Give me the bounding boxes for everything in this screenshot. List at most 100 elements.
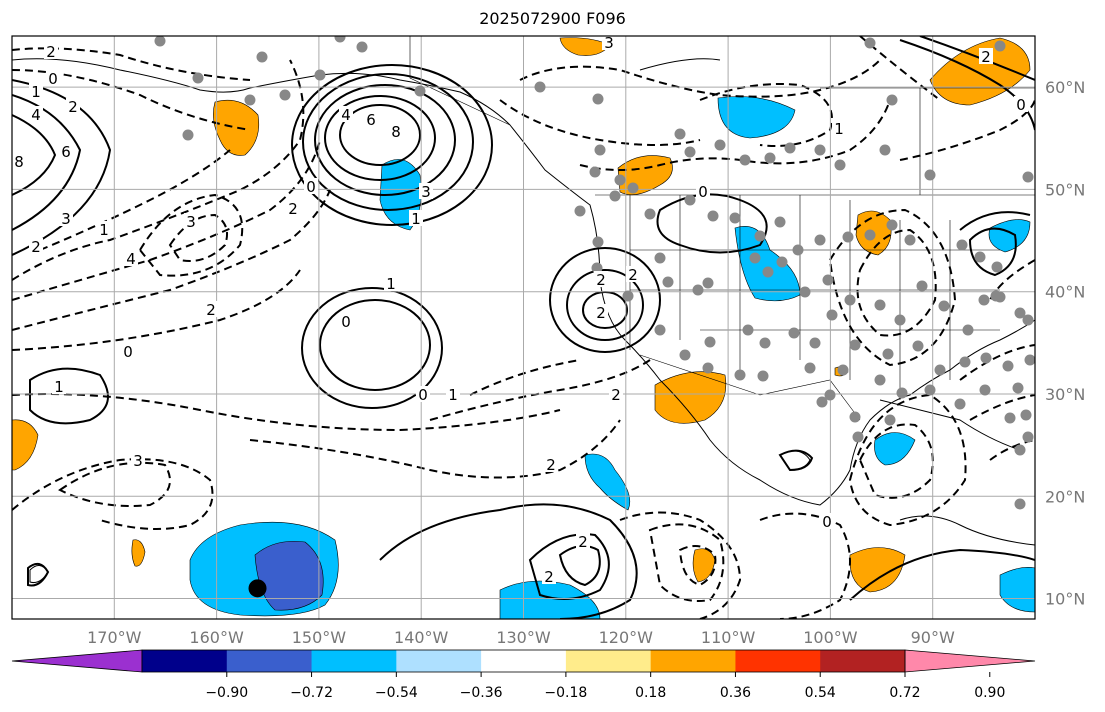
- colorbar-tick-label: −0.36: [460, 685, 503, 701]
- station-dot: [874, 374, 886, 386]
- contour-lines-dashed: [12, 36, 1035, 619]
- contour-label: 2: [46, 43, 56, 61]
- station-dots: [154, 36, 1035, 510]
- contour-label-bg: [44, 43, 58, 59]
- station-dot: [1022, 314, 1034, 326]
- station-dot: [279, 89, 291, 101]
- contour-label: 2: [611, 386, 621, 404]
- station-dot: [894, 314, 906, 326]
- contour-label: 8: [391, 123, 401, 141]
- colorbar-tick-label: 0.90: [974, 685, 1005, 701]
- colorbar-tick-label: −0.54: [375, 685, 418, 701]
- station-dot: [692, 284, 704, 296]
- station-dot: [244, 94, 256, 106]
- contour-label-bg: [389, 123, 403, 139]
- colorbar-tick-label: −0.18: [544, 685, 587, 701]
- positive-anomaly-region: [849, 547, 906, 593]
- station-dot: [1014, 444, 1026, 456]
- contour-label: 4: [31, 106, 41, 124]
- station-dot: [609, 190, 621, 202]
- station-dot: [534, 81, 546, 93]
- contour-label: 2: [31, 238, 41, 256]
- contour-label: 0: [123, 343, 133, 361]
- colorbar-extend-max: [904, 649, 1036, 673]
- station-dot: [804, 362, 816, 374]
- latitude-tick-label: 20°N: [1045, 487, 1085, 506]
- latitude-tick-label: 50°N: [1045, 180, 1085, 199]
- contour-label-bg: [409, 210, 423, 226]
- contour-label: 8: [14, 153, 24, 171]
- contour-label: 1: [834, 120, 844, 138]
- station-dot: [979, 384, 991, 396]
- contour-label: 0: [418, 386, 428, 404]
- contour-label: 1: [54, 378, 64, 396]
- contour-label: 2: [206, 301, 216, 319]
- contour-label-bg: [29, 238, 43, 254]
- station-dot: [809, 337, 821, 349]
- longitude-tick-labels: 170°W 160°W 150°W 140°W 130°W 120°W 110°W 100°W…: [87, 628, 955, 647]
- contour-label: 1: [386, 275, 396, 293]
- contour-label: 6: [366, 111, 376, 129]
- contour-label-bg: [576, 533, 590, 549]
- station-dot: [864, 229, 876, 241]
- contour-label: 6: [61, 143, 71, 161]
- contour-label: 2: [596, 304, 606, 322]
- station-dot: [834, 159, 846, 171]
- colorbar-tick-label: 0.36: [720, 685, 751, 701]
- station-dot: [591, 262, 603, 274]
- negative-anomaly-region: [874, 432, 916, 466]
- contour-label: 1: [411, 210, 421, 228]
- station-dot: [574, 205, 586, 217]
- contour-label: 3: [186, 213, 196, 231]
- contour-label: 2: [546, 456, 556, 474]
- contour-label: 0: [48, 70, 58, 88]
- station-dot: [896, 387, 908, 399]
- station-dot: [837, 364, 849, 376]
- contour-label-bg: [59, 210, 73, 226]
- colorbar-segment: [396, 650, 482, 672]
- contour-label-bg: [97, 221, 111, 237]
- latitude-tick-label: 10°N: [1045, 590, 1085, 609]
- contour-label-bg: [416, 386, 430, 402]
- contour-label-bg: [339, 106, 353, 122]
- station-dot: [842, 231, 854, 243]
- contour-label-bg: [121, 343, 135, 359]
- station-dot: [314, 69, 326, 81]
- station-dot: [852, 431, 864, 443]
- station-dot: [757, 370, 769, 382]
- station-dot: [882, 348, 894, 360]
- contour-label: 2: [981, 48, 991, 66]
- station-dot: [192, 72, 204, 84]
- station-dot: [904, 234, 916, 246]
- station-dot: [707, 210, 719, 222]
- colorbar-tick-label: 0.72: [889, 685, 920, 701]
- latitude-tick-labels: 60°N 50°N 40°N 30°N 20°N 10°N: [1045, 78, 1085, 608]
- graticule: [12, 36, 1035, 619]
- colorbar-tick-label: 0.54: [805, 685, 836, 701]
- longitude-tick-label: 110°W: [701, 628, 756, 647]
- contour-label: 0: [822, 513, 832, 531]
- station-dot: [622, 290, 634, 302]
- colorbar-segment: [820, 650, 906, 672]
- map-title: 2025072900 F096: [479, 9, 626, 28]
- station-dot: [886, 219, 898, 231]
- contour-label-bg: [29, 106, 43, 122]
- station-dot: [1012, 382, 1024, 394]
- contour-label: 3: [61, 210, 71, 228]
- latitude-tick-label: 40°N: [1045, 283, 1085, 302]
- station-dot: [334, 36, 346, 43]
- station-dot: [822, 274, 834, 286]
- negative-anomaly-region: [999, 567, 1035, 613]
- station-dot: [974, 251, 986, 263]
- negative-anomaly-region: [988, 219, 1031, 253]
- latitude-tick-label: 30°N: [1045, 385, 1085, 404]
- station-dot: [954, 398, 966, 410]
- station-dot: [1014, 307, 1026, 319]
- station-dot: [1022, 431, 1034, 443]
- station-dot: [627, 182, 639, 194]
- station-dot: [742, 324, 754, 336]
- contour-label: 4: [126, 250, 136, 268]
- station-dot: [1014, 498, 1026, 510]
- contour-label-bg: [52, 378, 66, 394]
